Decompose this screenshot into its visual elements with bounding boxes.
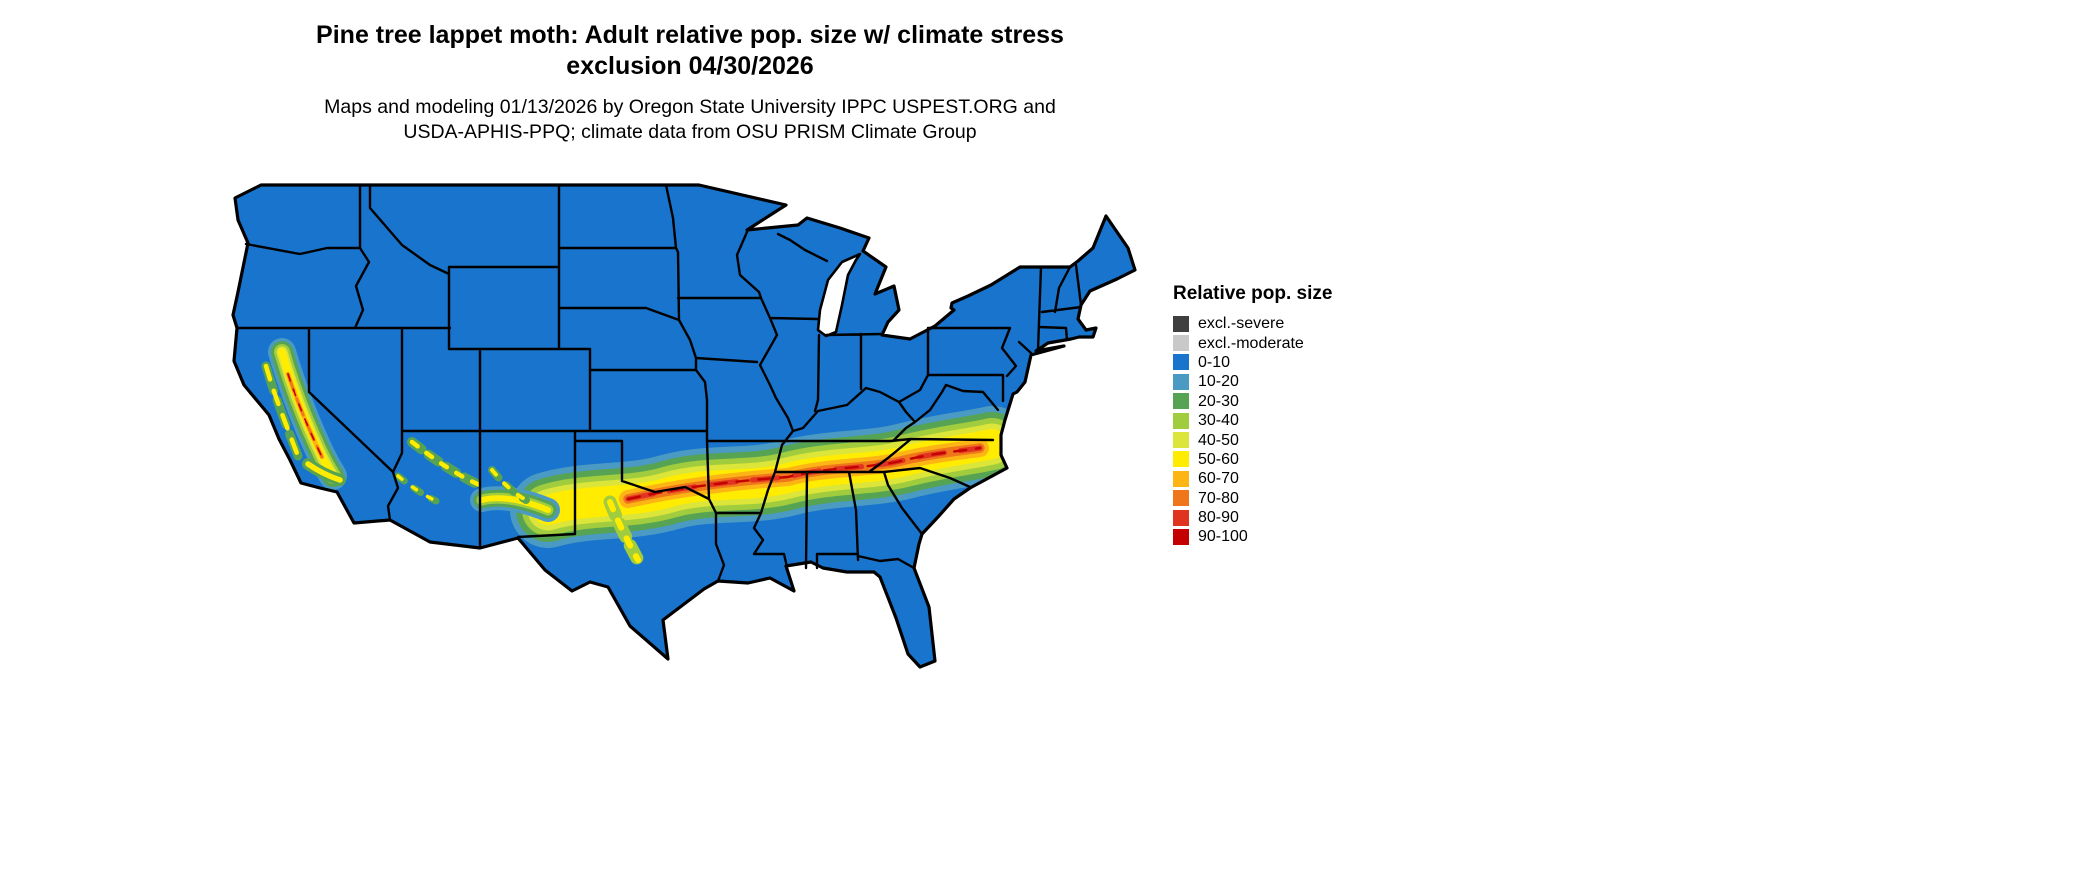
legend-item: excl.-severe [1173, 314, 1332, 333]
heat-nm-extension-50-60 [479, 495, 551, 513]
legend-item: 90-100 [1173, 527, 1332, 546]
state-borders [235, 183, 1083, 583]
legend-item: 70-80 [1173, 489, 1332, 508]
legend-color-swatch [1173, 528, 1189, 545]
heat-texas-lobe-50-60 [607, 499, 641, 563]
legend-color-swatch [1173, 335, 1189, 352]
legend-item-label: excl.-moderate [1198, 334, 1304, 352]
heat-arizona-sky-islands-50-60 [396, 474, 438, 503]
us-map [231, 183, 1137, 669]
legend-item: excl.-moderate [1173, 333, 1332, 352]
heat-overlay [261, 338, 1030, 567]
legend-item-label: 10-20 [1198, 373, 1239, 391]
legend-color-swatch [1173, 470, 1189, 487]
legend-item: 60-70 [1173, 469, 1332, 488]
legend-item-label: 70-80 [1198, 489, 1239, 507]
legend-color-swatch [1173, 373, 1189, 390]
legend-item: 30-40 [1173, 411, 1332, 430]
heat-arizona-rim-50-60 [409, 439, 485, 489]
figure-subtitle-line2: USDA-APHIS-PPQ; climate data from OSU PR… [403, 121, 977, 143]
heat-california-sierra-90-100 [287, 373, 323, 458]
legend-color-swatch [1173, 451, 1189, 468]
legend-color-swatch [1173, 354, 1189, 371]
legend-items: excl.-severe excl.-moderate 0-10 10-20 [1173, 314, 1332, 547]
legend-color-swatch [1173, 393, 1189, 410]
legend-item-label: 80-90 [1198, 509, 1239, 527]
heat-south-band-90-100 [626, 446, 982, 501]
figure-subtitle: Maps and modeling 01/13/2026 by Oregon S… [160, 95, 1220, 145]
legend-item-label: 50-60 [1198, 450, 1239, 468]
legend-item: 0-10 [1173, 353, 1332, 372]
legend-item-label: excl.-severe [1198, 315, 1285, 333]
legend-color-swatch [1173, 315, 1189, 332]
legend-item-label: 0-10 [1198, 353, 1231, 371]
legend-item: 50-60 [1173, 450, 1332, 469]
legend-item: 20-30 [1173, 392, 1332, 411]
legend-color-swatch [1173, 509, 1189, 526]
legend-item-label: 20-30 [1198, 392, 1239, 410]
legend-title: Relative pop. size [1173, 283, 1333, 304]
figure-title-line1: Pine tree lappet moth: Adult relative po… [316, 21, 1064, 49]
figure-header: Pine tree lappet moth: Adult relative po… [160, 20, 1220, 145]
heat-socal-ranges-50-60 [305, 461, 343, 483]
heat-california-coast-50-60 [263, 363, 301, 459]
legend-item-label: 90-100 [1198, 528, 1248, 546]
legend-item-label: 30-40 [1198, 412, 1239, 430]
legend-item: 10-20 [1173, 372, 1332, 391]
map-legend: Relative pop. size excl.-severe excl.-mo… [1173, 283, 1332, 547]
figure-title-line2: exclusion 04/30/2026 [566, 52, 814, 80]
heat-new-mexico-uplands-50-60 [490, 468, 528, 502]
legend-item: 80-90 [1173, 508, 1332, 527]
legend-item: 40-50 [1173, 430, 1332, 449]
legend-color-swatch [1173, 490, 1189, 507]
legend-item-label: 60-70 [1198, 470, 1239, 488]
figure-subtitle-line1: Maps and modeling 01/13/2026 by Oregon S… [324, 96, 1056, 118]
legend-item-label: 40-50 [1198, 431, 1239, 449]
legend-color-swatch [1173, 432, 1189, 449]
legend-color-swatch [1173, 412, 1189, 429]
